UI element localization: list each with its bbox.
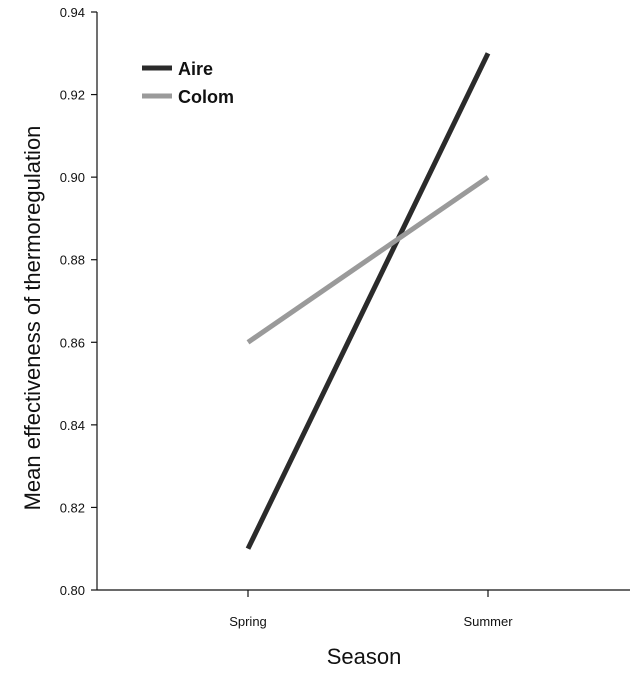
y-axis-title: Mean effectiveness of thermoregulation — [20, 126, 45, 511]
x-axis-title: Season — [327, 644, 402, 669]
legend: Aire Colom — [142, 59, 234, 107]
legend-label-aire: Aire — [178, 59, 213, 79]
y-tick-label: 0.82 — [60, 500, 85, 515]
y-tick-label: 0.80 — [60, 583, 85, 598]
y-tick-label: 0.94 — [60, 5, 85, 20]
y-tick-label: 0.88 — [60, 253, 85, 268]
y-tick-label: 0.86 — [60, 335, 85, 350]
y-tick-label: 0.84 — [60, 418, 85, 433]
legend-label-colom: Colom — [178, 87, 234, 107]
x-tick-label: Spring — [229, 614, 267, 629]
y-tick-label: 0.90 — [60, 170, 85, 185]
x-tick-label: Summer — [463, 614, 513, 629]
plot-area — [248, 53, 488, 548]
series-line-colom — [248, 177, 488, 342]
series-line-aire — [248, 53, 488, 548]
y-tick-label: 0.92 — [60, 88, 85, 103]
axes: 0.80 0.82 0.84 0.86 0.88 0.90 0.92 0.94 Spring Su… — [60, 5, 630, 629]
